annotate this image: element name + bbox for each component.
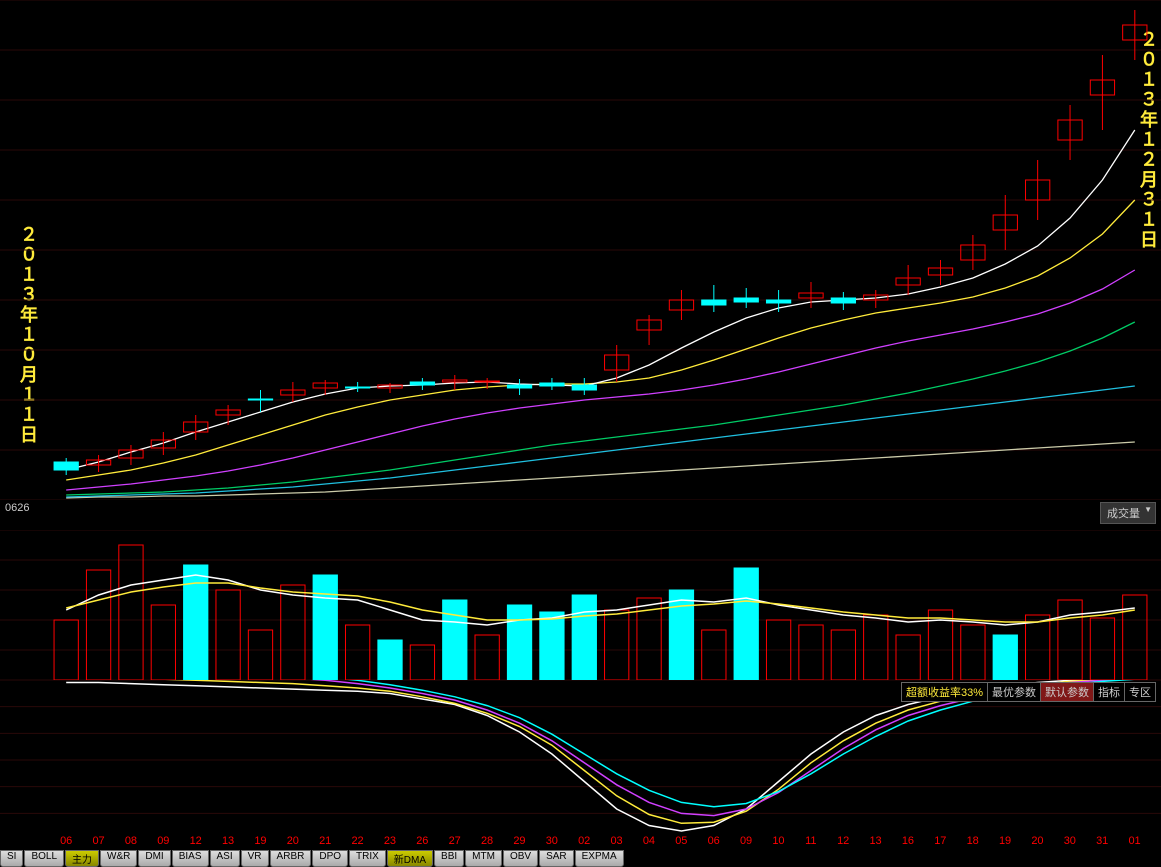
- param-buttons: 超额收益率33%最优参数默认参数指标专区: [902, 682, 1156, 702]
- date-label: 12: [827, 835, 859, 847]
- indicator-tab[interactable]: BIAS: [172, 850, 209, 867]
- indicator-tab[interactable]: BBI: [434, 850, 464, 867]
- date-label: 17: [924, 835, 956, 847]
- date-label: 09: [730, 835, 762, 847]
- param-button[interactable]: 最优参数: [987, 682, 1041, 702]
- date-label: 30: [536, 835, 568, 847]
- date-label: 12: [180, 835, 212, 847]
- indicator-tab[interactable]: OBV: [503, 850, 538, 867]
- date-label: 22: [341, 835, 373, 847]
- indicator-tab[interactable]: BOLL: [24, 850, 64, 867]
- date-label: 20: [277, 835, 309, 847]
- date-label: 01: [1118, 835, 1150, 847]
- date-label: 07: [82, 835, 114, 847]
- indicator-tab[interactable]: DPO: [312, 850, 348, 867]
- date-label: 08: [115, 835, 147, 847]
- date-label: 06: [698, 835, 730, 847]
- indicator-tab[interactable]: SAR: [539, 850, 574, 867]
- date-label: 19: [989, 835, 1021, 847]
- date-label: 13: [212, 835, 244, 847]
- volume-chart[interactable]: [0, 530, 1161, 680]
- indicator-tab[interactable]: VR: [241, 850, 269, 867]
- date-label: 30: [1054, 835, 1086, 847]
- info-bar: 0626 成交量: [0, 500, 1161, 530]
- param-button[interactable]: 默认参数: [1040, 682, 1094, 702]
- date-label: 26: [406, 835, 438, 847]
- date-label: 20: [1021, 835, 1053, 847]
- indicator-tab[interactable]: TRIX: [349, 850, 386, 867]
- indicator-tabs: SIBOLL主力W&RDMIBIASASIVRARBRDPOTRIX新DMABB…: [0, 850, 1161, 865]
- date-label: 10: [762, 835, 794, 847]
- date-label: 13: [859, 835, 891, 847]
- indicator-tab[interactable]: 新DMA: [387, 850, 433, 867]
- date-label: 05: [665, 835, 697, 847]
- date-label: 16: [892, 835, 924, 847]
- indicator-tab[interactable]: MTM: [465, 850, 502, 867]
- date-label: 23: [374, 835, 406, 847]
- date-label: 02: [568, 835, 600, 847]
- date-label: 29: [503, 835, 535, 847]
- price-chart[interactable]: [0, 0, 1161, 500]
- param-button[interactable]: 专区: [1124, 682, 1156, 702]
- yield-label: 超额收益率33%: [901, 682, 988, 702]
- date-label: 21: [309, 835, 341, 847]
- indicator-tab[interactable]: 主力: [65, 850, 99, 867]
- date-label: 18: [957, 835, 989, 847]
- indicator-tab[interactable]: EXPMA: [575, 850, 624, 867]
- volume-select[interactable]: 成交量: [1100, 502, 1156, 524]
- macd-chart[interactable]: 超额收益率33%最优参数默认参数指标专区: [0, 680, 1161, 840]
- info-text: 0626: [5, 502, 29, 514]
- date-label: 04: [633, 835, 665, 847]
- date-label: 03: [600, 835, 632, 847]
- indicator-tab[interactable]: SI: [0, 850, 23, 867]
- date-label: 28: [471, 835, 503, 847]
- date-label: 19: [244, 835, 276, 847]
- param-button[interactable]: 指标: [1093, 682, 1125, 702]
- indicator-tab[interactable]: ASI: [210, 850, 240, 867]
- date-label: 27: [439, 835, 471, 847]
- date-label: 31: [1086, 835, 1118, 847]
- indicator-tab[interactable]: ARBR: [270, 850, 312, 867]
- date-axis: 0607080912131920212223262728293002030405…: [0, 835, 1161, 850]
- date-label: 09: [147, 835, 179, 847]
- indicator-tab[interactable]: DMI: [138, 850, 170, 867]
- indicator-tab[interactable]: W&R: [100, 850, 137, 867]
- date-label: 11: [795, 835, 827, 847]
- date-label: 06: [50, 835, 82, 847]
